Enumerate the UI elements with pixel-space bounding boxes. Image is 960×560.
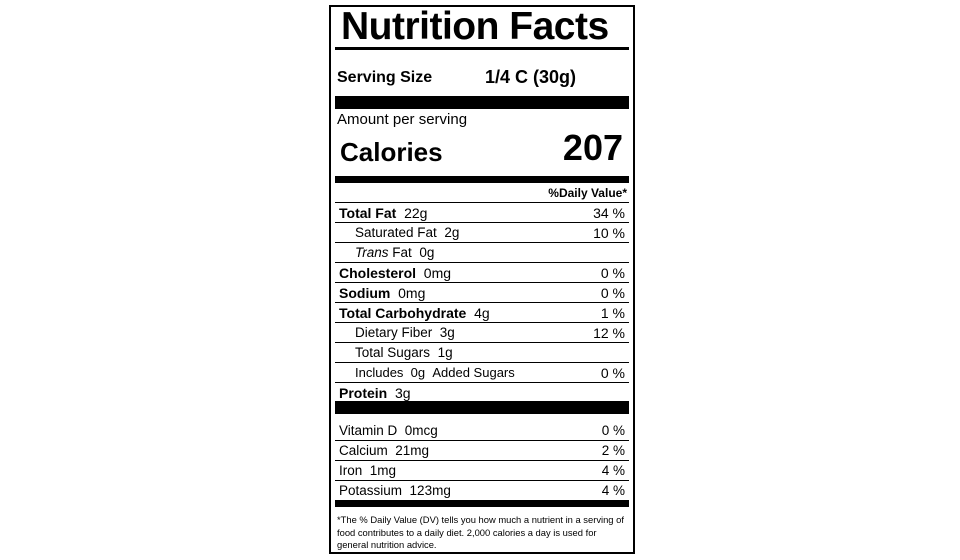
- calories-label: Calories: [340, 137, 443, 167]
- divider: [335, 47, 629, 50]
- nutrient-name-group: Total Carbohydrate 4g: [339, 303, 490, 323]
- daily-value: 4 %: [601, 463, 625, 478]
- nutrient-name: Total Sugars: [355, 345, 431, 360]
- nutrient-name-group: Saturated Fat 2g: [355, 223, 459, 243]
- nutrient-row: Includes 0g Added Sugars 0 %: [335, 363, 629, 383]
- nutrient-name-italic: Trans: [355, 245, 389, 260]
- nutrient-amount: 3g: [439, 325, 455, 340]
- nutrient-amount: 0mcg: [404, 423, 438, 438]
- divider: [335, 202, 629, 203]
- daily-value: 34 %: [593, 205, 625, 221]
- nutrient-name: Potassium: [339, 483, 403, 498]
- nutrient-amount: 3g: [395, 385, 411, 401]
- daily-value: 0 %: [600, 265, 625, 281]
- daily-value: 12 %: [593, 325, 625, 341]
- nutrient-name-group: Protein 3g: [339, 383, 411, 403]
- nutrient-row: Iron 1mg 4 %: [335, 461, 629, 481]
- nutrient-name: Saturated Fat: [355, 225, 437, 240]
- nutrient-name-group: Vitamin D 0mcg: [339, 421, 438, 441]
- nutrient-row: Potassium 123mg 4 %: [335, 481, 629, 501]
- daily-value-header: %Daily Value*: [548, 186, 627, 200]
- divider: [335, 96, 629, 109]
- nutrient-amount: 1mg: [369, 463, 397, 478]
- nutrient-name: Calcium: [339, 443, 388, 458]
- nutrient-amount: 0g: [410, 365, 426, 380]
- nutrient-row: Cholesterol 0mg 0 %: [335, 263, 629, 283]
- nutrient-name: Sodium: [339, 285, 391, 301]
- nutrient-name: Total Fat: [339, 205, 397, 221]
- daily-value: 0 %: [600, 365, 625, 381]
- nutrient-name: Cholesterol: [339, 265, 417, 281]
- daily-value: 4 %: [601, 483, 625, 498]
- nutrient-row: Sodium 0mg 0 %: [335, 283, 629, 303]
- divider: [335, 501, 629, 507]
- nutrient-row: Protein 3g: [335, 383, 629, 403]
- divider: [335, 176, 629, 183]
- nutrient-name-group: Total Sugars 1g: [355, 343, 453, 363]
- title: Nutrition Facts: [341, 5, 609, 48]
- daily-value: 2 %: [601, 443, 625, 458]
- nutrient-row: Saturated Fat 2g 10 %: [335, 223, 629, 243]
- nutrient-name-group: Trans Fat 0g: [355, 243, 434, 263]
- nutrient-amount: 123mg: [409, 483, 451, 498]
- nutrient-name: Iron: [339, 463, 363, 478]
- nutrient-name-group: Calcium 21mg: [339, 441, 429, 461]
- nutrient-row: Total Fat 22g 34 %: [335, 203, 629, 223]
- nutrient-name: Fat: [392, 245, 412, 260]
- footnote: *The % Daily Value (DV) tells you how mu…: [337, 514, 624, 550]
- nutrient-row: Trans Fat 0g: [335, 243, 629, 263]
- nutrient-name-group: Iron 1mg: [339, 461, 396, 481]
- nutrient-row: Total Carbohydrate 4g 1 %: [335, 303, 629, 323]
- nutrient-row: Total Sugars 1g: [335, 343, 629, 363]
- nutrient-name-group: Includes 0g Added Sugars: [355, 363, 515, 383]
- nutrient-amount: 2g: [444, 225, 460, 240]
- daily-value: 0 %: [600, 285, 625, 301]
- nutrient-name-group: Dietary Fiber 3g: [355, 323, 455, 343]
- nutrient-name-group: Total Fat 22g: [339, 203, 427, 223]
- nutrient-name: Dietary Fiber: [355, 325, 433, 340]
- serving-value: 1/4 C (30g): [485, 67, 577, 87]
- amount-per-serving: Amount per serving: [337, 111, 468, 128]
- daily-value: 0 %: [601, 423, 625, 438]
- nutrient-amount: 4g: [474, 305, 490, 321]
- nutrient-row: Dietary Fiber 3g 12 %: [335, 323, 629, 343]
- nutrient-amount: 1g: [437, 345, 453, 360]
- nutrient-row: Vitamin D 0mcg 0 %: [335, 421, 629, 441]
- nutrient-name-group: Potassium 123mg: [339, 481, 451, 501]
- nutrient-row: Calcium 21mg 2 %: [335, 441, 629, 461]
- nutrient-name-group: Sodium 0mg: [339, 283, 425, 303]
- daily-value: 10 %: [593, 225, 625, 241]
- divider: [335, 401, 629, 414]
- nutrient-amount: 0mg: [398, 285, 426, 301]
- serving-label: Serving Size: [337, 69, 433, 86]
- nutrient-amount: 21mg: [395, 443, 430, 458]
- nutrient-suffix: Added Sugars: [432, 365, 515, 380]
- nutrient-name: Includes: [355, 365, 404, 380]
- nutrient-amount: 22g: [404, 205, 428, 221]
- nutrient-name: Total Carbohydrate: [339, 305, 467, 321]
- nutrient-name-group: Cholesterol 0mg: [339, 263, 451, 283]
- daily-value: 1 %: [600, 305, 625, 321]
- calories-value: 207: [562, 127, 623, 168]
- nutrient-name: Protein: [339, 385, 388, 401]
- nutrient-amount: 0mg: [423, 265, 452, 281]
- nutrient-name: Vitamin D: [339, 423, 398, 438]
- nutrient-amount: 0g: [419, 245, 435, 260]
- nutrition-label: Nutrition Facts Serving Size 1/4 C (30g)…: [329, 5, 635, 554]
